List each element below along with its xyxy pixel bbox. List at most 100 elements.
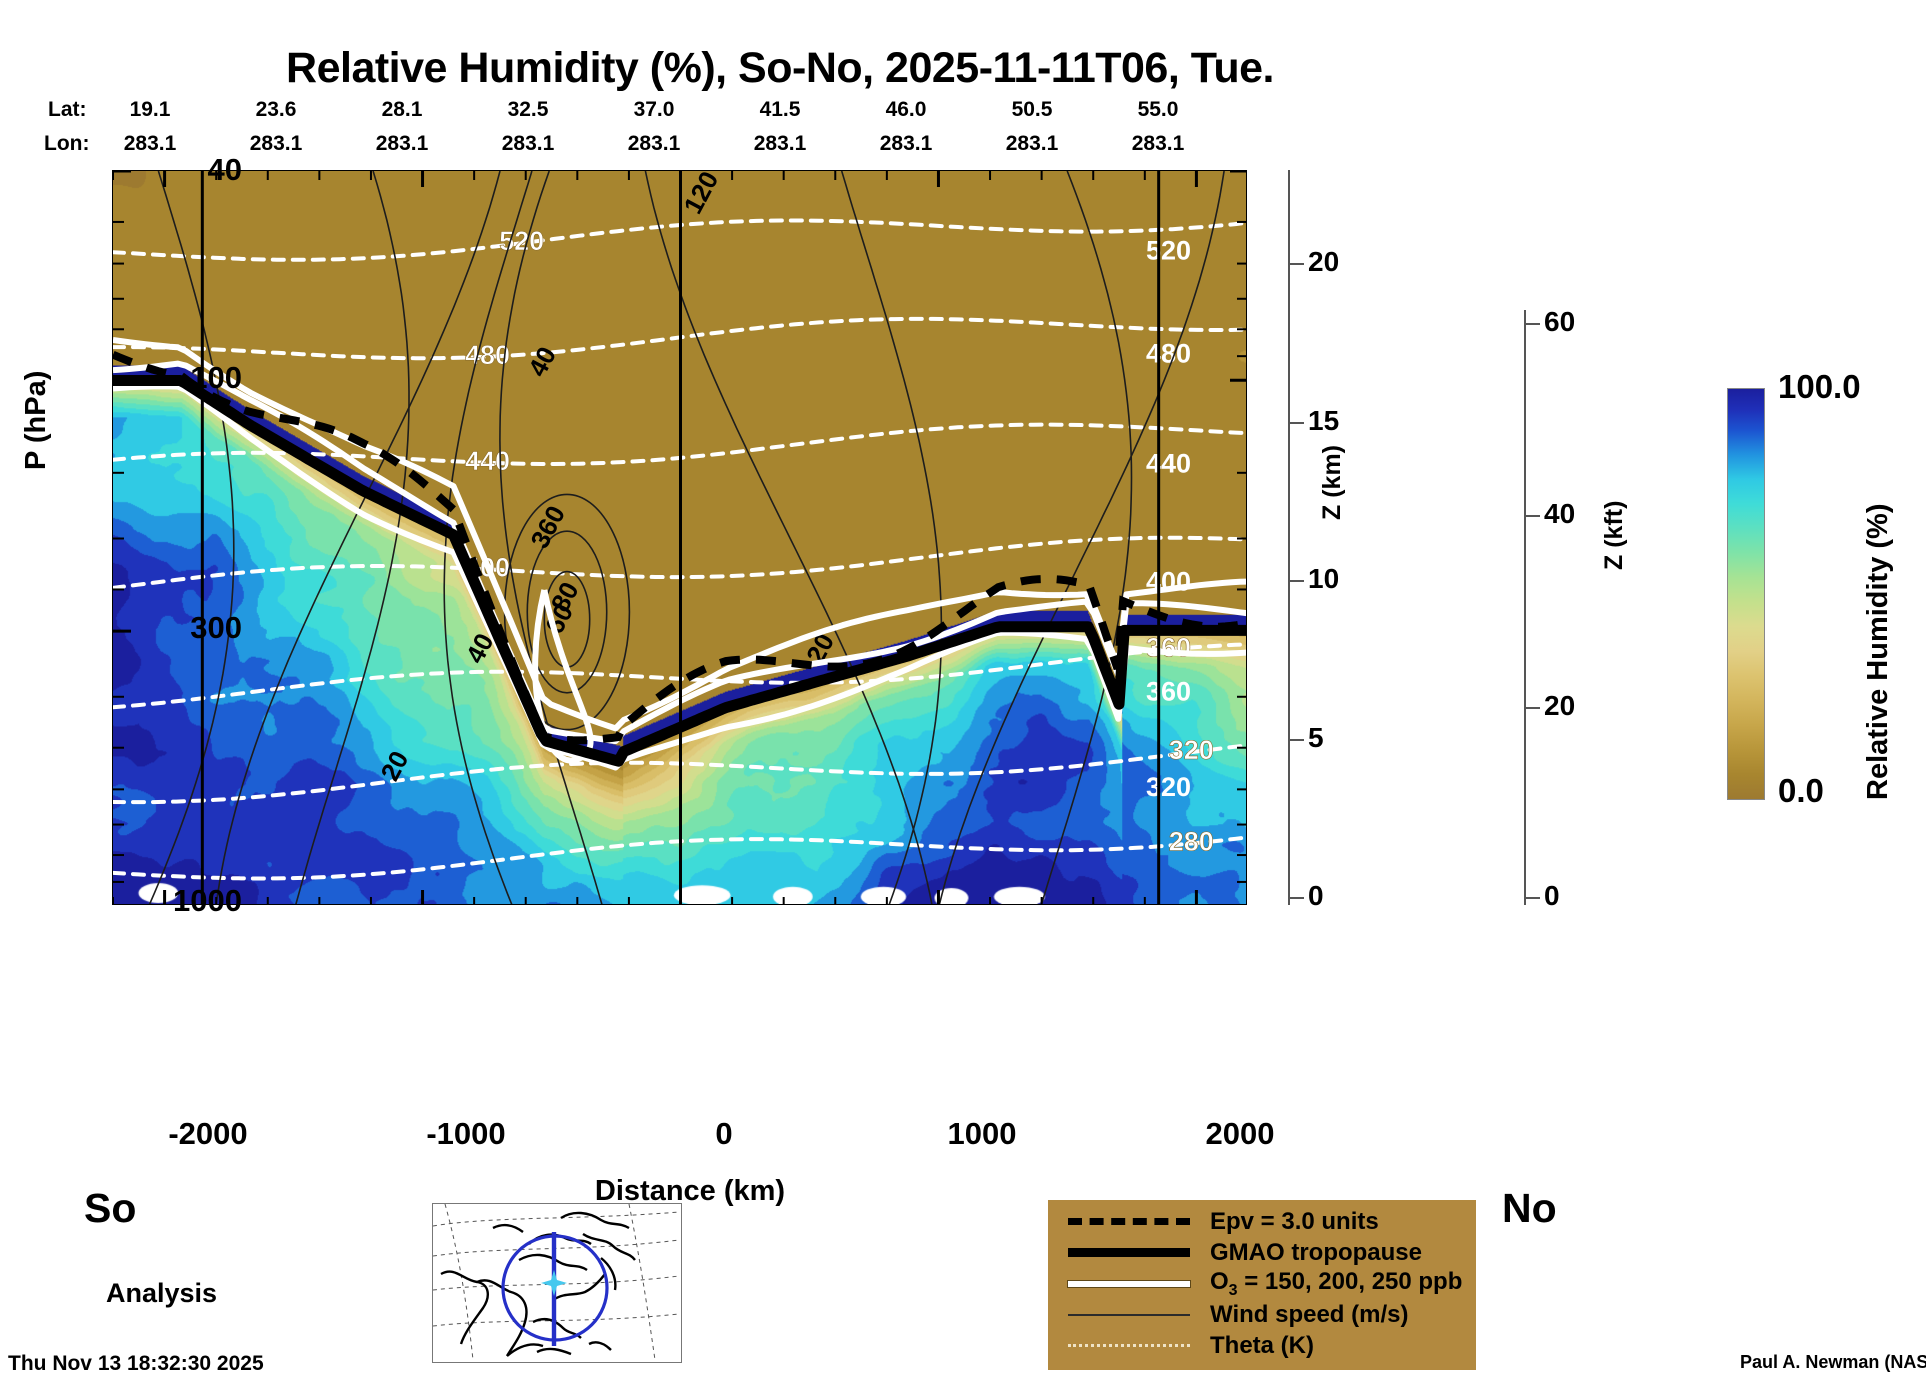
- dotted-white-line-icon: [1048, 1344, 1210, 1347]
- legend-label-ozone: O3 = 150, 200, 250 ppb: [1210, 1268, 1462, 1300]
- lon-key: Lon:: [44, 132, 90, 155]
- z-kft-tick-label: 60: [1544, 306, 1576, 337]
- z-kft-tick: [1524, 897, 1540, 899]
- z-kft-tick-label: 40: [1544, 498, 1576, 529]
- inset-map-svg: [433, 1204, 680, 1361]
- legend-item-theta: Theta (K): [1048, 1330, 1476, 1361]
- lon-value: 283.1: [249, 132, 303, 155]
- legend-label: Wind speed (m/s): [1210, 1300, 1409, 1328]
- lat-value: 37.0: [633, 98, 675, 121]
- lon-value: 283.1: [627, 132, 681, 155]
- z-km-tick: [1288, 580, 1304, 582]
- cross-section-plot[interactable]: 280 320 360 400 440 480 520 520 480 440 400 360 320 2…: [112, 170, 1247, 905]
- x-axis-label-distance: Distance (km): [594, 1175, 786, 1207]
- legend-box: Epv = 3.0 units GMAO tropopause O3 = 150…: [1048, 1200, 1476, 1370]
- lat-value: 32.5: [507, 98, 549, 121]
- x-tick-label: 2000: [1205, 1116, 1275, 1151]
- graticule-lines: [433, 1204, 680, 1361]
- y-tick-label: 1000: [173, 883, 242, 918]
- svg-text:120: 120: [677, 171, 724, 219]
- ozone-subscript: 3: [1228, 1281, 1238, 1299]
- x-tick-label: -1000: [426, 1116, 506, 1151]
- svg-text:40: 40: [522, 342, 562, 382]
- z-kft-tick: [1524, 707, 1540, 709]
- legend-item-wind: Wind speed (m/s): [1048, 1299, 1476, 1330]
- z-km-tick: [1288, 739, 1304, 741]
- dashed-black-line-icon: [1048, 1218, 1210, 1225]
- legend-item-epv: Epv = 3.0 units: [1048, 1206, 1476, 1237]
- z-km-axis-line: [1288, 170, 1290, 905]
- credit-label: Paul A. Newman (NASA: [1740, 1352, 1926, 1372]
- lon-value: 283.1: [753, 132, 807, 155]
- legend-item-tropopause: GMAO tropopause: [1048, 1237, 1476, 1268]
- svg-text:440: 440: [465, 446, 510, 476]
- svg-text:480: 480: [465, 340, 510, 370]
- lat-key: Lat:: [48, 98, 87, 121]
- svg-text:360: 360: [1146, 677, 1191, 707]
- lon-value: 283.1: [879, 132, 933, 155]
- longitude-header-row: Lon: 283.1 283.1 283.1 283.1 283.1 283.1…: [0, 132, 1450, 162]
- z-km-tick-label: 15: [1308, 405, 1340, 436]
- analysis-label: Analysis: [106, 1278, 218, 1308]
- z-km-tick: [1288, 897, 1304, 899]
- svg-text:520: 520: [499, 226, 544, 256]
- z-km-tick-label: 20: [1308, 246, 1340, 277]
- lat-value: 23.6: [255, 98, 297, 121]
- north-endpoint-label: No: [1502, 1185, 1557, 1231]
- z-kft-axis-title: Z (kft): [1600, 500, 1628, 570]
- lat-value: 46.0: [885, 98, 927, 121]
- lat-value: 41.5: [759, 98, 801, 121]
- legend-item-ozone: O3 = 150, 200, 250 ppb: [1048, 1268, 1476, 1299]
- svg-text:440: 440: [1146, 449, 1191, 479]
- x-tick-label: 0: [715, 1116, 733, 1151]
- z-km-tick-label: 10: [1308, 563, 1340, 594]
- lon-value: 283.1: [123, 132, 177, 155]
- svg-text:320: 320: [1169, 735, 1214, 765]
- legend-label: GMAO tropopause: [1210, 1238, 1423, 1266]
- z-kft-tick-label: 0: [1544, 880, 1560, 911]
- y-tick-label: 40: [207, 152, 242, 187]
- z-km-tick-label: 5: [1308, 722, 1324, 753]
- lat-value: 19.1: [129, 98, 171, 121]
- z-kft-tick: [1524, 323, 1540, 325]
- svg-text:360: 360: [524, 501, 571, 553]
- colorbar-min-label: 0.0: [1778, 772, 1824, 809]
- legend-label: Epv = 3.0 units: [1210, 1207, 1379, 1235]
- z-km-tick-label: 0: [1308, 880, 1324, 911]
- lat-value: 50.5: [1011, 98, 1053, 121]
- legend-label: Theta (K): [1210, 1331, 1314, 1359]
- z-km-tick: [1288, 263, 1304, 265]
- colorbar-title: Relative Humidity (%): [1862, 503, 1894, 801]
- lat-value: 55.0: [1137, 98, 1179, 121]
- svg-text:320: 320: [1146, 772, 1191, 802]
- lon-value: 283.1: [501, 132, 555, 155]
- page-title: Relative Humidity (%), So-No, 2025-11-11…: [286, 44, 1274, 92]
- y-tick-label: 300: [190, 610, 242, 645]
- ozone-prefix: O: [1210, 1267, 1229, 1295]
- z-kft-tick-label: 20: [1544, 690, 1576, 721]
- x-tick-label: 1000: [947, 1116, 1017, 1151]
- lon-value: 283.1: [1131, 132, 1185, 155]
- thick-black-line-icon: [1048, 1248, 1210, 1257]
- white-line-icon: [1048, 1279, 1210, 1288]
- ozone-suffix: = 150, 200, 250 ppb: [1237, 1267, 1463, 1295]
- svg-text:520: 520: [1146, 236, 1191, 266]
- colorbar-max-label: 100.0: [1778, 368, 1861, 405]
- z-km-axis-title: Z (km): [1318, 445, 1346, 520]
- location-inset-map[interactable]: [432, 1203, 682, 1363]
- colorbar[interactable]: [1727, 388, 1765, 800]
- y-axis-label-pressure: P (hPa): [20, 370, 52, 470]
- z-kft-axis-line: [1524, 310, 1526, 905]
- lat-value: 28.1: [381, 98, 423, 121]
- lon-value: 283.1: [375, 132, 429, 155]
- z-kft-tick: [1524, 515, 1540, 517]
- svg-text:280: 280: [1169, 827, 1214, 857]
- south-endpoint-label: So: [84, 1185, 137, 1231]
- thin-black-line-icon: [1048, 1313, 1210, 1316]
- svg-text:480: 480: [1146, 338, 1191, 368]
- center-star-marker: [541, 1270, 567, 1296]
- timestamp-label: Thu Nov 13 18:32:30 2025: [8, 1352, 264, 1375]
- x-tick-label: -2000: [168, 1116, 248, 1151]
- svg-text:360: 360: [1146, 632, 1191, 662]
